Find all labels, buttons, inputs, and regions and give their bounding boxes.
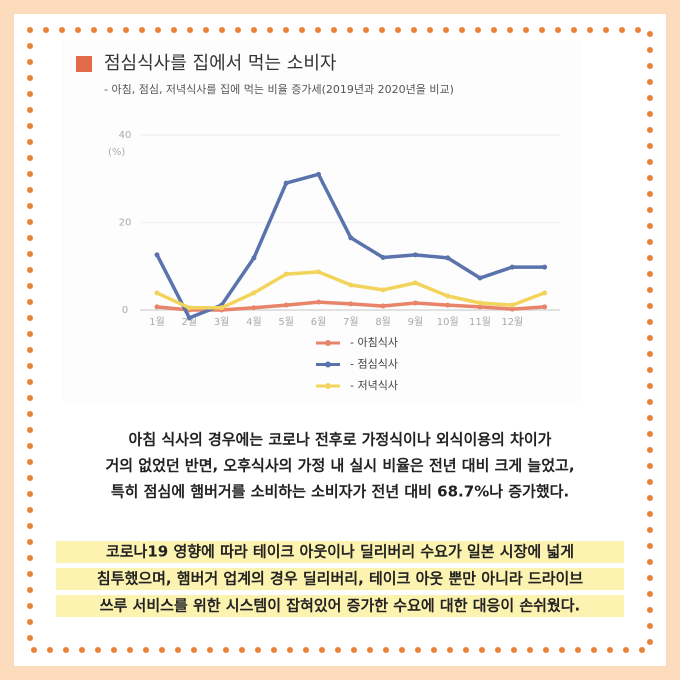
data-point	[380, 303, 386, 309]
y-tick-label: 20	[119, 217, 132, 228]
title-marker	[76, 56, 92, 72]
x-tick-label: 1월	[149, 316, 165, 328]
data-point	[509, 306, 515, 312]
data-point	[316, 299, 321, 305]
body-line: 아침 식사의 경우에는 코로나 전후로 가정식이나 외식이용의 차이가	[129, 431, 552, 449]
legend-label: - 점심식사	[350, 358, 398, 371]
data-point	[412, 252, 418, 258]
data-point	[445, 293, 451, 299]
data-point	[380, 254, 386, 260]
data-point	[348, 235, 354, 241]
data-point	[283, 302, 289, 308]
data-point	[445, 302, 451, 308]
data-point	[283, 271, 289, 277]
x-tick-label: 3월	[214, 316, 230, 328]
x-tick-label: 4월	[246, 316, 262, 328]
data-point	[348, 301, 354, 307]
highlight	[56, 568, 624, 590]
y-unit-label: (%)	[108, 147, 125, 158]
data-point	[251, 255, 257, 261]
legend-label: - 아침식사	[350, 336, 398, 349]
data-point	[509, 302, 515, 308]
x-tick-label: 9월	[408, 316, 424, 328]
data-point	[477, 304, 483, 310]
body-line: 특히 점심에 햄버거를 소비하는 소비자가 전년 대비 68.7%나 증가했다.	[111, 483, 569, 501]
data-point	[477, 300, 483, 306]
data-point	[412, 280, 418, 286]
data-point	[186, 305, 192, 311]
x-tick-label: 11월	[469, 316, 491, 328]
data-point	[542, 290, 548, 296]
data-point	[542, 264, 548, 270]
body-line: 쓰루 서비스를 위한 시스템이 잡혀있어 증가한 수요에 대한 대응이 손쉬웠다…	[100, 597, 581, 615]
x-tick-label: 12월	[501, 316, 523, 328]
legend-swatch-dot	[325, 383, 331, 389]
x-tick-label: 8월	[375, 316, 391, 328]
x-tick-label: 2월	[182, 316, 198, 328]
x-tick-label: 5월	[278, 316, 294, 328]
legend-label: - 저녁식사	[350, 379, 398, 392]
body-line: 침투했으며, 햄버거 업계의 경우 딜리버리, 테이크 아웃 뿐만 아니라 드라…	[97, 570, 583, 588]
data-point	[477, 275, 483, 281]
data-point	[509, 264, 515, 270]
data-point	[154, 304, 160, 310]
data-point	[251, 305, 257, 311]
data-point	[154, 252, 160, 258]
data-point	[251, 290, 257, 296]
data-point	[445, 255, 451, 261]
legend-swatch-dot	[325, 361, 331, 368]
data-point	[316, 269, 321, 275]
data-point	[316, 171, 321, 177]
x-tick-label: 10월	[437, 316, 459, 328]
data-point	[186, 315, 192, 321]
dotted-border	[27, 27, 653, 653]
chart-subtitle: - 아침, 점심, 저녁식사를 집에 먹는 비율 증가세(2019년과 2020…	[104, 83, 454, 96]
chart-title: 점심식사를 집에서 먹는 소비자	[104, 53, 337, 74]
legend-swatch-dot	[325, 340, 331, 346]
data-point	[412, 300, 418, 306]
y-tick-label: 0	[122, 305, 128, 316]
data-point	[348, 282, 354, 288]
data-point	[154, 290, 160, 296]
y-tick-label: 40	[119, 130, 132, 141]
body-line: 코로나19 영향에 따라 테이크 아웃이나 딜리버리 수요가 일본 시장에 넓게	[106, 543, 574, 561]
highlight	[56, 595, 624, 617]
data-point	[542, 304, 548, 310]
data-point	[219, 305, 225, 311]
highlight	[56, 541, 624, 563]
body-line: 거의 없었던 반면, 오후식사의 가정 내 실시 비율은 전년 대비 크게 늘었…	[105, 457, 574, 475]
data-point	[283, 180, 289, 186]
data-point	[380, 287, 386, 293]
x-tick-label: 6월	[311, 316, 327, 328]
x-tick-label: 7월	[343, 316, 359, 328]
